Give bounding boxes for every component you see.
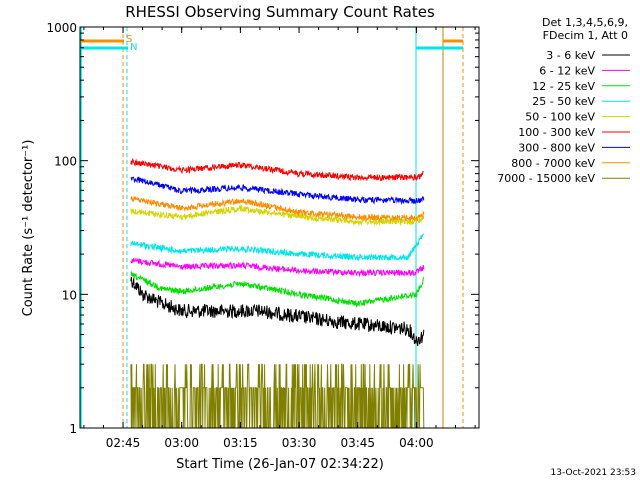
legend-label-0: 3 - 6 keV xyxy=(546,49,595,62)
legend-label-1: 6 - 12 keV xyxy=(539,64,595,77)
chart-title: RHESSI Observing Summary Count Rates xyxy=(125,3,435,21)
legend-label-7: 800 - 7000 keV xyxy=(511,157,595,170)
legend-label-5: 100 - 300 keV xyxy=(518,126,595,139)
legend-label-6: 300 - 800 keV xyxy=(518,141,595,154)
series-line-0 xyxy=(130,276,425,347)
series-line-1 xyxy=(130,257,425,278)
x-tick-label-4: 03:45 xyxy=(340,436,375,450)
x-tick-label-1: 03:00 xyxy=(164,436,199,450)
x-tick-label-2: 03:15 xyxy=(223,436,258,450)
legend-header-line-1: Det 1,3,4,5,6,9, xyxy=(542,16,628,29)
x-tick-label-3: 03:30 xyxy=(282,436,317,450)
legend: 3 - 6 keV 6 - 12 keV 12 - 25 keV 25 - 50 ke… xyxy=(497,49,630,185)
series-line-4 xyxy=(130,203,425,227)
x-tick-label-5: 04:00 xyxy=(399,436,434,450)
x-axis-label: Start Time (26-Jan-07 02:34:22) xyxy=(176,457,384,472)
legend-label-2: 12 - 25 keV xyxy=(532,80,595,93)
legend-header-line-2: FDecim 1, Att 0 xyxy=(543,29,628,42)
x-tick-label-0: 02:45 xyxy=(106,436,141,450)
series-line-2 xyxy=(130,270,425,309)
y-tick-label-1: 10 xyxy=(62,288,77,302)
legend-label-4: 50 - 100 keV xyxy=(525,111,595,124)
y-tick-label-2: 100 xyxy=(54,155,77,169)
legend-label-3: 25 - 50 keV xyxy=(532,95,595,108)
y-axis-label: Count Rate (s⁻¹ detector⁻¹) xyxy=(21,140,36,317)
series-layer: SN xyxy=(80,27,464,429)
y-tick-label-3: 1000 xyxy=(46,21,77,35)
legend-label-8: 7000 - 15000 keV xyxy=(497,172,595,185)
marker-label-s: S xyxy=(126,34,132,45)
axes-layer: 02:45 03:00 03:15 03:30 03:45 04:00 1 10 100 1000 xyxy=(46,21,479,450)
marker-label-n: N xyxy=(130,42,137,53)
timestamp: 13-Oct-2021 23:53 xyxy=(551,468,636,478)
series-line-5 xyxy=(130,157,424,182)
series-line-3 xyxy=(130,233,425,262)
y-tick-label-0: 1 xyxy=(69,422,77,436)
series-line-7 xyxy=(130,196,425,223)
series-line-6 xyxy=(130,176,425,206)
